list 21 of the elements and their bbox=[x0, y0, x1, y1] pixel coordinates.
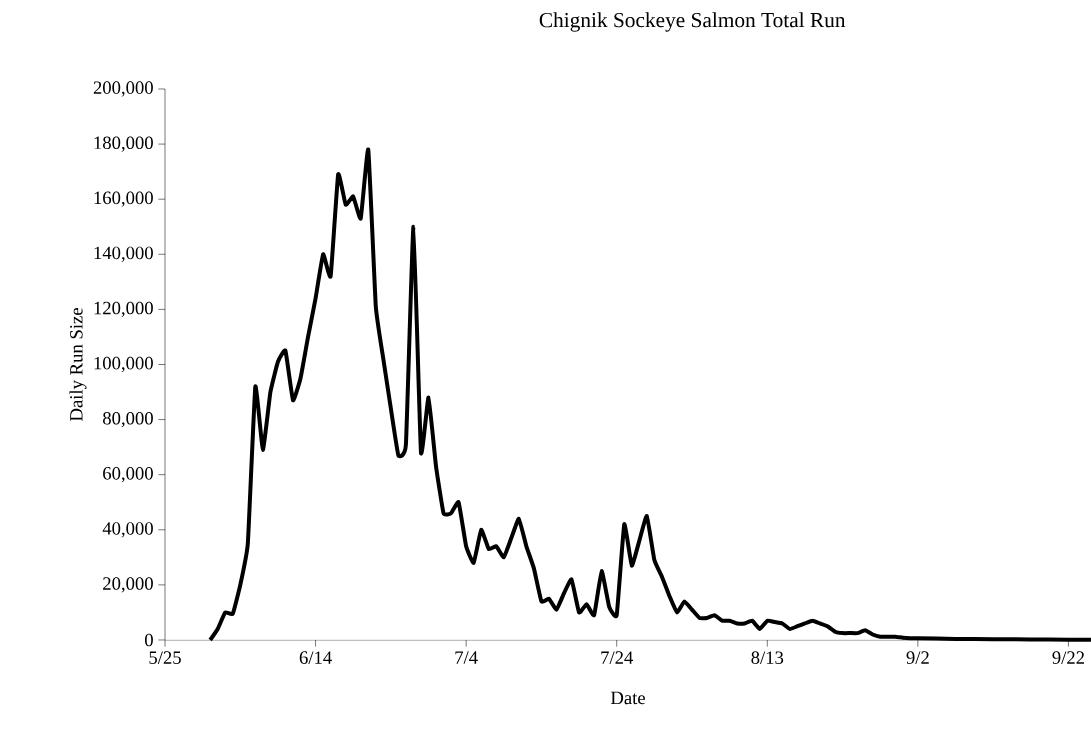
y-tick-label: 100,000 bbox=[94, 356, 153, 373]
y-tick-label: 200,000 bbox=[93, 81, 153, 97]
y-tick-label: 80,000 bbox=[103, 411, 153, 428]
x-tick-label: 6/14 bbox=[299, 651, 332, 664]
y-tick-label: 40,000 bbox=[102, 522, 153, 538]
x-tick-label: 7/24 bbox=[601, 651, 634, 664]
y-tick-label: 160,000 bbox=[94, 191, 153, 207]
x-tick-label: 8/13 bbox=[751, 651, 784, 664]
y-tick-label: 60,000 bbox=[103, 467, 153, 483]
x-tick-label: 9/22 bbox=[1052, 651, 1084, 664]
y-tick-label: 140,000 bbox=[94, 246, 153, 262]
chart-title: Chignik Sockeye Salmon Total Run bbox=[539, 12, 846, 32]
x-axis-title: Date bbox=[610, 691, 645, 705]
x-tick-label: 5/25 bbox=[149, 651, 181, 664]
y-tick-label: 120,000 bbox=[94, 301, 153, 318]
x-tick-label: 9/2 bbox=[906, 651, 929, 664]
x-tick-label: 7/4 bbox=[455, 651, 478, 664]
y-tick-label: 0 bbox=[145, 633, 153, 647]
y-tick-label: 180,000 bbox=[94, 136, 153, 152]
y-tick-label: 20,000 bbox=[103, 577, 153, 593]
y-axis-title: Daily Run Size bbox=[69, 308, 87, 421]
